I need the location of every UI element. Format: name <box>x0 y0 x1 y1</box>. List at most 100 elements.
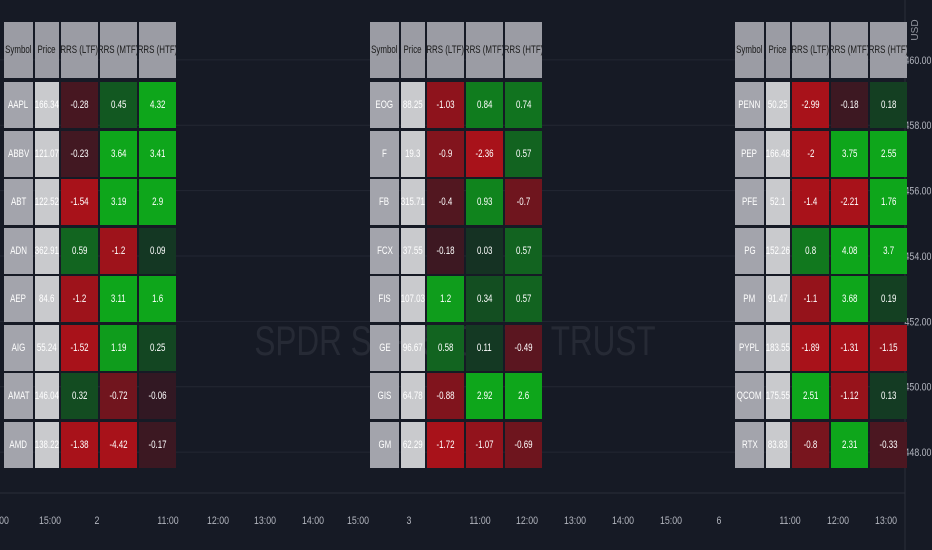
price-cell-text: 55.24 <box>37 341 57 354</box>
rrs-cell: 0.09 <box>139 227 176 274</box>
time-tick-label: 15:00 <box>39 515 61 527</box>
symbol-cell-text: AEP <box>10 293 27 305</box>
symbol-cell: ABT <box>4 179 33 225</box>
time-tick-label: 12:00 <box>827 515 849 527</box>
symbol-cell: PENN <box>735 82 764 128</box>
rrs-cell: 0.74 <box>505 82 542 128</box>
price-cell-text: 37.55 <box>403 244 423 257</box>
header-cell: RRS (MTF) <box>466 22 503 78</box>
price-cell-text: 152.26 <box>766 244 790 257</box>
header-cell: RRS (MTF) <box>831 22 868 78</box>
rrs-cell: -1.12 <box>831 373 868 419</box>
price-cell-text: 107.03 <box>401 293 425 305</box>
rrs-cell-text: 2.51 <box>802 390 819 402</box>
price-cell-text: 122.52 <box>35 196 59 208</box>
header-cell-text: Symbol <box>736 44 763 56</box>
price-cell: 55.24 <box>35 324 59 371</box>
rrs-cell-text: -1.38 <box>70 438 89 451</box>
price-cell-text: 183.55 <box>766 341 790 354</box>
rrs-cell: 3.64 <box>100 130 137 177</box>
header-cell-text: RRS (MTF) <box>466 44 503 56</box>
rrs-cell-text: -1.12 <box>840 390 859 402</box>
price-cell-text: 96.67 <box>403 341 423 354</box>
rrs-cell: -0.7 <box>505 179 542 225</box>
rrs-cell: -0.06 <box>139 373 176 419</box>
symbol-cell: QCOM <box>735 373 764 419</box>
symbol-cell: PM <box>735 276 764 322</box>
rrs-cell-text: -0.49 <box>514 341 533 354</box>
price-cell: 166.34 <box>35 82 59 128</box>
price-cell: 315.71 <box>401 179 425 225</box>
rrs-cell-text: -0.8 <box>803 438 818 451</box>
price-cell: 183.55 <box>766 324 790 371</box>
rrs-cell: 1.19 <box>100 324 137 371</box>
rrs-cell: -1.72 <box>427 421 464 468</box>
header-cell-text: Price <box>37 44 57 56</box>
rrs-cell-text: -1.15 <box>879 341 898 354</box>
header-cell: RRS (LTF) <box>61 22 98 78</box>
rrs-cell-text: -0.23 <box>70 147 89 160</box>
rrs-cell: -1.2 <box>100 227 137 274</box>
price-cell-text: 88.25 <box>403 99 423 111</box>
header-cell-text: Symbol <box>5 44 32 56</box>
price-tick-label: 454.00 <box>905 251 932 263</box>
symbol-cell-text: FIS <box>378 293 391 305</box>
rrs-cell-text: -0.72 <box>109 390 128 402</box>
rrs-cell: 0.57 <box>505 227 542 274</box>
symbol-cell-text: GM <box>378 438 391 451</box>
time-tick-label: 6 <box>717 515 722 527</box>
rrs-cell: -0.69 <box>505 421 542 468</box>
rrs-cell: 0.03 <box>466 227 503 274</box>
symbol-cell: PEP <box>735 130 764 177</box>
rrs-cell: 0.8 <box>792 227 829 274</box>
rrs-cell: 2.9 <box>139 179 176 225</box>
rrs-cell-text: 0.13 <box>880 390 897 402</box>
header-cell-text: Price <box>403 44 423 56</box>
rrs-cell: -1.38 <box>61 421 98 468</box>
symbol-cell-text: EOG <box>375 99 394 111</box>
price-cell: 64.78 <box>401 373 425 419</box>
time-tick-label: 2 <box>95 515 100 527</box>
rrs-cell-text: -0.17 <box>148 438 167 451</box>
rrs-cell-text: 1.76 <box>880 196 897 208</box>
symbol-cell: FB <box>370 179 399 225</box>
rrs-cell-text: 0.09 <box>149 244 166 257</box>
symbol-cell-text: AMAT <box>7 390 30 402</box>
rrs-cell-text: -2.21 <box>840 196 859 208</box>
price-cell-text: 166.48 <box>766 147 790 160</box>
symbol-cell-text: F <box>382 147 387 160</box>
symbol-cell-text: PEP <box>741 147 758 160</box>
symbol-cell: FCX <box>370 227 399 274</box>
rrs-cell: 2.55 <box>870 130 907 177</box>
rrs-cell: -0.9 <box>427 130 464 177</box>
rrs-cell-text: -0.33 <box>879 438 898 451</box>
price-cell: 37.55 <box>401 227 425 274</box>
price-cell-text: 175.55 <box>766 390 790 402</box>
rrs-cell-text: -1.31 <box>840 341 859 354</box>
header-cell-text: RRS (MTF) <box>831 44 868 56</box>
header-cell: RRS (HTF) <box>139 22 176 78</box>
rrs-cell: -0.72 <box>100 373 137 419</box>
rrs-cell: 2.51 <box>792 373 829 419</box>
symbol-cell: FIS <box>370 276 399 322</box>
symbol-cell: AMAT <box>4 373 33 419</box>
price-cell: 146.04 <box>35 373 59 419</box>
symbol-cell: F <box>370 130 399 177</box>
rrs-cell-text: 0.18 <box>880 99 897 111</box>
rrs-cell: 0.93 <box>466 179 503 225</box>
rrs-cell-text: -1.54 <box>70 196 89 208</box>
price-cell-text: 91.47 <box>768 293 788 305</box>
rrs-cell-text: 0.19 <box>880 293 897 305</box>
rrs-cell-text: -2.36 <box>475 147 494 160</box>
header-cell: RRS (MTF) <box>100 22 137 78</box>
rrs-cell: -1.1 <box>792 276 829 322</box>
symbol-cell: AAPL <box>4 82 33 128</box>
rrs-cell-text: 3.41 <box>149 147 166 160</box>
rrs-cell: -4.42 <box>100 421 137 468</box>
rrs-cell-text: 3.75 <box>841 147 858 160</box>
price-cell: 19.3 <box>401 130 425 177</box>
rrs-cell: 4.32 <box>139 82 176 128</box>
symbol-cell: GE <box>370 324 399 371</box>
time-tick-label: 14:00 <box>302 515 324 527</box>
